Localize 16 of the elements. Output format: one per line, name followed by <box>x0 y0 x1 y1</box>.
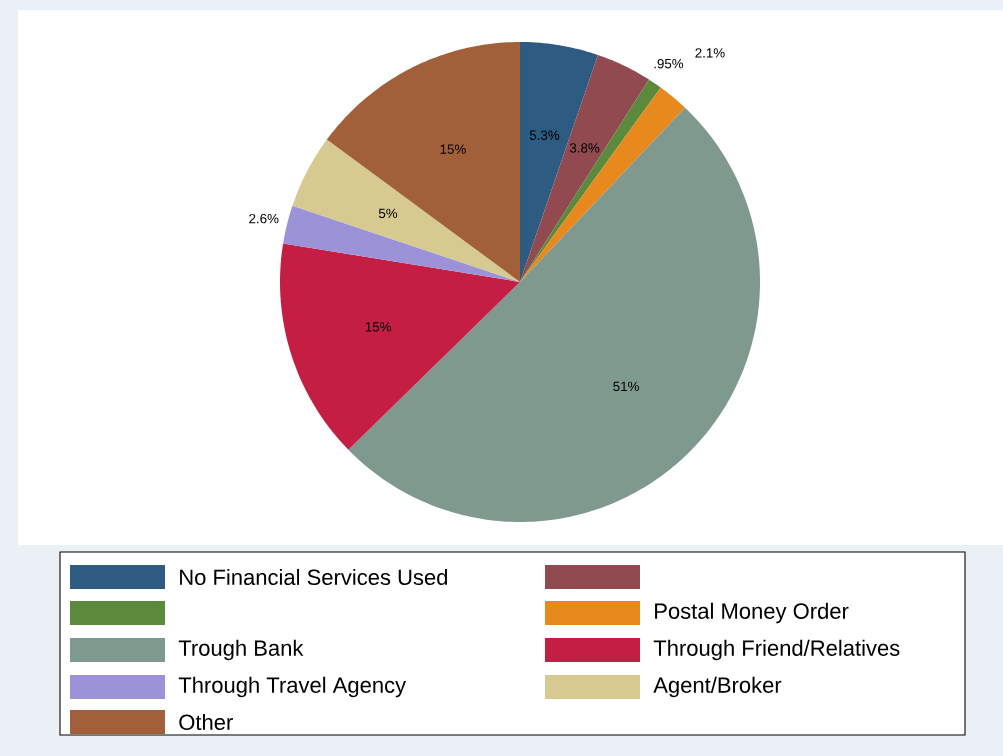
legend-label: Trough Bank <box>178 639 304 661</box>
legend-label: Through Friend/Relatives <box>653 639 900 661</box>
data-label: 5.3% <box>529 130 560 140</box>
data-label: 5% <box>378 208 398 219</box>
data-label: 3.8% <box>569 143 600 153</box>
legend-label: Through Travel Agency <box>178 676 407 698</box>
legend-label: Postal Money Order <box>655 602 849 624</box>
data-label: 15% <box>440 144 466 154</box>
data-label: 15% <box>365 322 392 332</box>
data-label: 2.1% <box>695 48 725 58</box>
legend-label: Agent/Broker <box>653 676 782 698</box>
data-label: .95% <box>654 58 684 69</box>
legend-label: Other <box>179 713 233 731</box>
legend-label: No Financial Services Used <box>180 568 448 586</box>
data-label: 51% <box>613 381 639 392</box>
data-label: 2.6% <box>249 213 279 224</box>
